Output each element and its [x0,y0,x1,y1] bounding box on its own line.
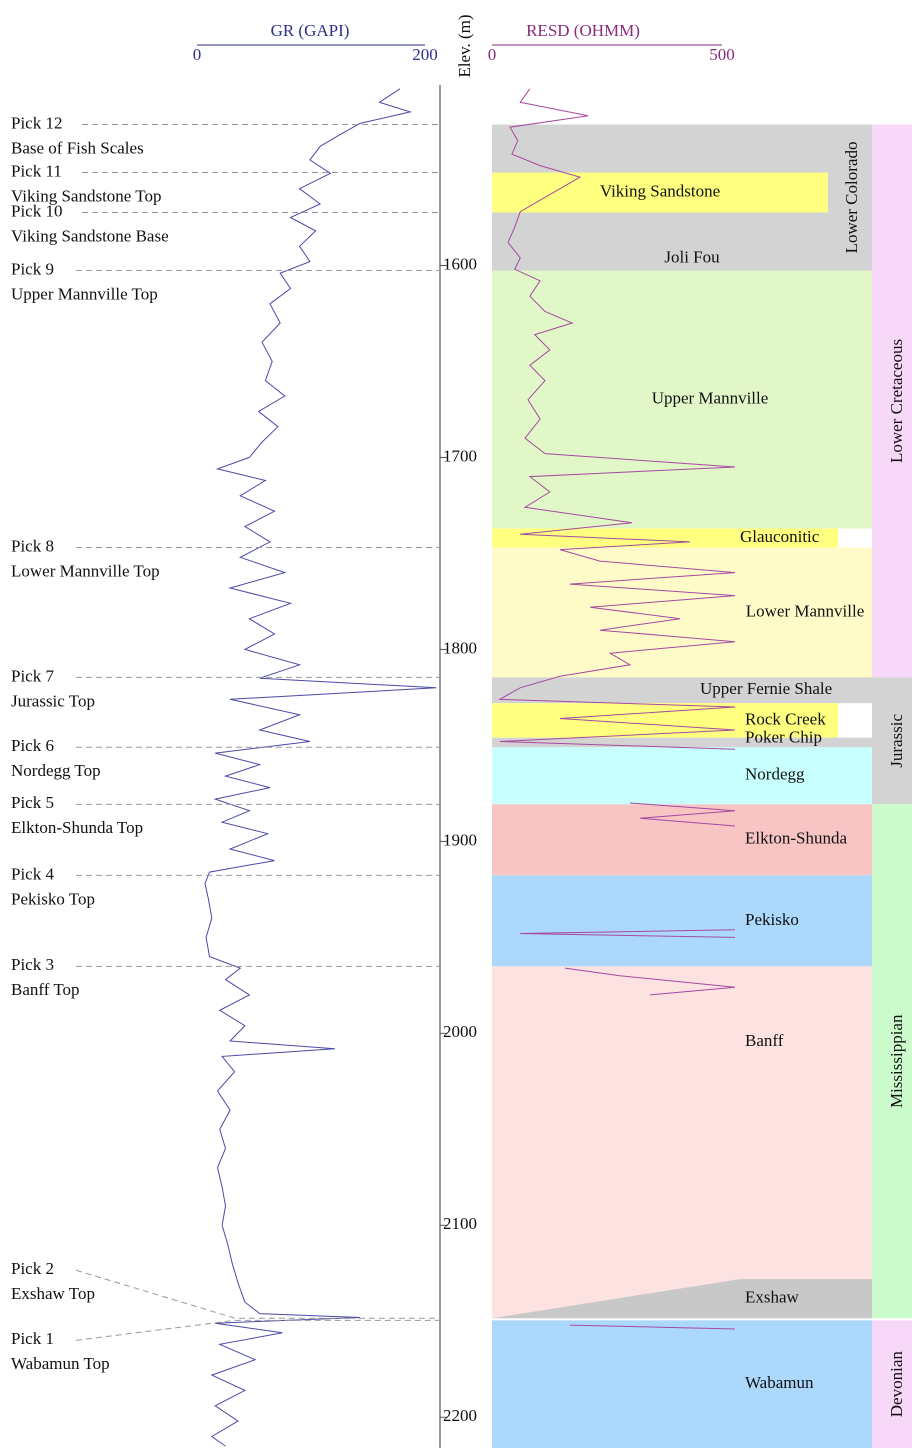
pick-name: Exshaw Top [11,1284,95,1303]
y-tick-label: 2100 [443,1214,477,1233]
period-label: Mississippian [887,1014,906,1108]
formation-band [492,875,872,967]
gr-title: GR (GAPI) [271,21,350,40]
pick-label: Pick 5 [11,793,54,812]
formation-band [492,747,872,805]
formation-band [492,677,872,704]
resd-title: RESD (OHMM) [526,21,640,40]
formation-band [492,804,872,876]
period-band [872,1320,912,1448]
formation-label: Viking Sandstone [600,181,720,200]
track-tick-label: 0 [488,45,497,64]
pick-label: Pick 6 [11,736,54,755]
pick-label: Pick 9 [11,259,54,278]
formation-label: Pekisko [745,910,799,929]
formation-band [492,737,872,748]
period-label: Lower Cretaceous [887,339,906,463]
pick-name: Jurassic Top [11,691,95,710]
formation-band [492,547,872,678]
pick-label: Pick 11 [11,161,62,180]
backgrounds [492,124,912,1448]
track-tick-label: 200 [412,45,438,64]
period-band [872,804,912,1319]
formation-label: Upper Mannville [652,388,769,407]
formation-label: Lower Mannville [746,601,865,620]
formation-label: Banff [745,1031,784,1050]
formation-band [492,528,838,548]
formation-band [492,1320,872,1448]
formation-label: Poker Chip [745,727,822,746]
y-tick-label: 2000 [443,1022,477,1041]
y-tick-label: 1800 [443,638,477,657]
pick-name: Upper Mannville Top [11,284,158,303]
track-tick-label: 0 [193,45,202,64]
period-label: Devonian [887,1351,906,1418]
formation-label: Wabamun [745,1373,814,1392]
pick-label: Pick 2 [11,1259,54,1278]
pick-name: Wabamun Top [11,1354,110,1373]
log-curve [204,88,437,1447]
formation-label: Elkton-Shunda [745,829,847,848]
pick-label: Pick 3 [11,955,54,974]
pick-label: Pick 1 [11,1329,54,1348]
y-tick-label: 1900 [443,830,477,849]
pick-name: Elkton-Shunda Top [11,818,143,837]
formation-band [492,172,828,213]
formation-label: Upper Fernie Shale [700,679,832,698]
pick-label: Pick 7 [11,666,54,685]
y-tick-label: 1700 [443,446,477,465]
formation-band [492,270,872,529]
period-label: Jurassic [887,714,906,768]
formation-band [492,703,838,738]
group-label: Lower Colorado [842,142,861,254]
pick-name: Nordegg Top [11,761,101,780]
formation-label: Glauconitic [740,527,820,546]
pick-name: Pekisko Top [11,889,95,908]
formation-band [492,966,872,1319]
pick-line [75,1319,440,1341]
pick-name: Viking Sandstone Base [11,226,169,245]
formation-label: Nordegg [745,765,805,784]
pick-label: Pick 4 [11,864,54,883]
formation-label: Exshaw [745,1288,800,1307]
formation-label: Rock Creek [745,709,826,728]
period-band [872,124,912,678]
y-axis-title: Elev. (m) [455,14,474,77]
pick-line [75,1269,440,1319]
track-tick-label: 500 [709,45,735,64]
pick-label: Pick 10 [11,201,62,220]
pick-name: Base of Fish Scales [11,138,144,157]
pick-name: Banff Top [11,980,80,999]
y-tick-label: 1600 [443,254,477,273]
formation-band [492,1279,872,1319]
pick-name: Lower Mannville Top [11,561,160,580]
formation-band [492,212,872,271]
y-tick-label: 2200 [443,1406,477,1425]
formation-label: Joli Fou [664,247,720,266]
pick-name: Viking Sandstone Top [11,186,161,205]
pick-label: Pick 12 [11,113,62,132]
period-band [872,677,912,805]
pick-label: Pick 8 [11,536,54,555]
